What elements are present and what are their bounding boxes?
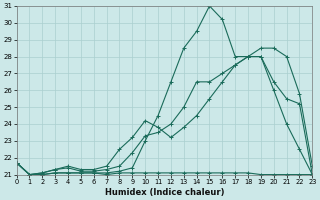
X-axis label: Humidex (Indice chaleur): Humidex (Indice chaleur) [105,188,224,197]
